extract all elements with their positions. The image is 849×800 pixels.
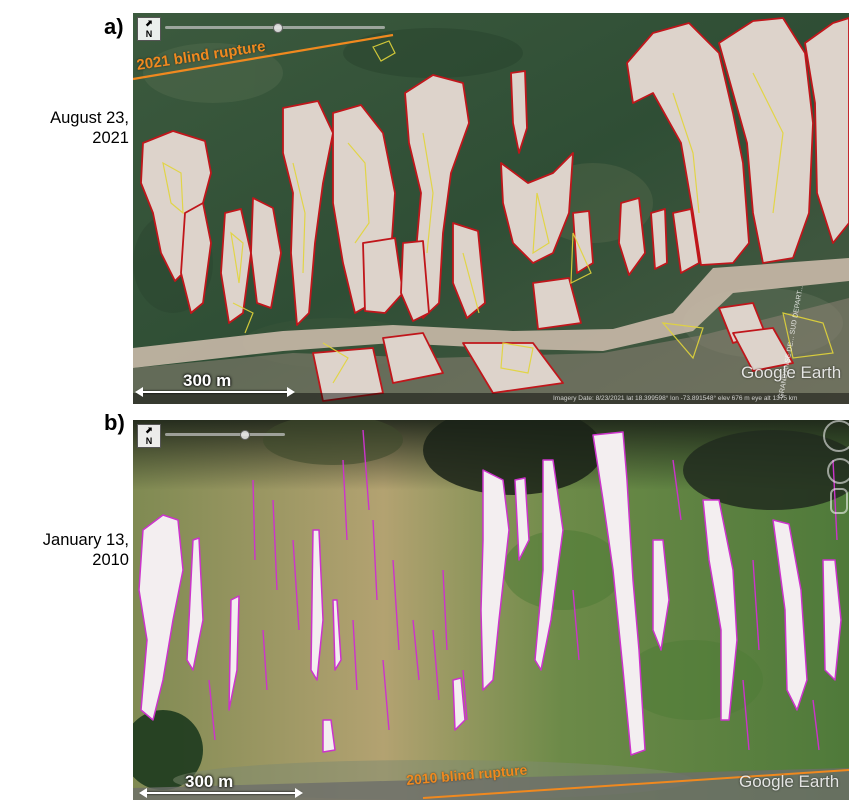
panel-b-date: January 13, 2010	[0, 530, 129, 570]
panel-a-scale-label: 300 m	[183, 371, 232, 390]
panel-b-google-earth-watermark: Google Earth	[739, 772, 840, 791]
panel-a-google-earth-watermark: Google Earth	[741, 363, 842, 382]
panel-a-zoom-slider[interactable]	[165, 23, 385, 33]
panel-b-landslide-scars	[138, 431, 842, 756]
panel-a-zoom-slider-knob[interactable]	[273, 23, 283, 33]
panel-b-look-control[interactable]	[823, 420, 849, 452]
panel-a-satellite-map: ⬈ N 2021 blind rupture GRAND'ANSE DE... S…	[133, 13, 849, 404]
panel-a-date: August 23, 2021	[0, 108, 129, 148]
panel-b-rupture-line	[422, 769, 849, 799]
panel-b-satellite-map: ⬈ N 2010 blind rupture 300 m Google Earth	[133, 420, 849, 800]
panel-b-mapped-lines	[208, 429, 838, 751]
panel-b-scale-label: 300 m	[185, 772, 234, 791]
panel-b-zoom-slider-knob[interactable]	[240, 430, 250, 440]
panel-a-map-graphic	[133, 13, 849, 404]
panel-a-riverbed	[133, 258, 849, 368]
panel-a-rupture-line	[133, 33, 394, 81]
panel-b-street-view-control[interactable]	[830, 488, 848, 514]
panel-b-letter: b)	[104, 410, 125, 435]
panel-b-map-graphic	[133, 420, 849, 800]
panel-a-scale-bar	[135, 387, 295, 397]
panel-b-move-control[interactable]	[827, 458, 849, 484]
north-arrow-icon[interactable]: ⬈ N	[137, 424, 161, 448]
panel-a-status-bar: Imagery Date: 8/23/2021 lat 18.399598° l…	[553, 395, 798, 402]
north-arrow-icon[interactable]: ⬈ N	[137, 17, 161, 41]
panel-a-landslide-scars	[140, 17, 849, 402]
panel-a-status-strip-bg	[133, 393, 849, 404]
panel-b-date-line2: 2010	[92, 551, 129, 569]
panel-a-date-line2: 2021	[92, 129, 129, 147]
panel-b-zoom-slider[interactable]	[165, 430, 285, 440]
panel-a-letter: a)	[104, 14, 124, 39]
panel-b-scale-bar	[139, 788, 303, 798]
panel-b-date-line1: January 13,	[42, 531, 129, 549]
panel-a-prior-landslides	[162, 40, 834, 384]
panel-a-date-line1: August 23,	[50, 109, 129, 127]
